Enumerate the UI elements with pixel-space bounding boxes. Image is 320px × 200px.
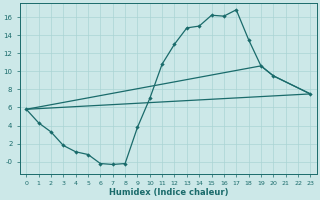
X-axis label: Humidex (Indice chaleur): Humidex (Indice chaleur): [108, 188, 228, 197]
